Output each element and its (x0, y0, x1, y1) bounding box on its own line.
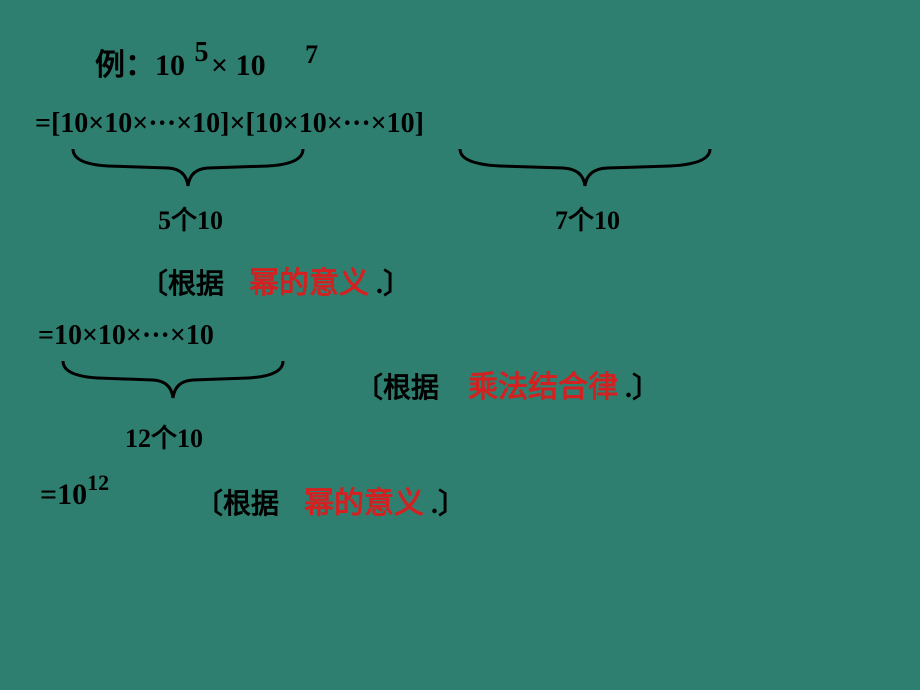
expansion-line: =[10×10×···×10]×[10×10×···×10] (35, 108, 424, 140)
reason-3: 〔根据 幂的意义 .〕 (195, 478, 466, 522)
reason-1-highlight: 幂的意义 (249, 267, 369, 300)
brace-1 (68, 144, 308, 194)
brace-2-label: 7个10 (555, 200, 620, 237)
brace-1-text: 5个10 (158, 206, 223, 235)
reason-3-suffix: .〕 (431, 489, 466, 520)
brace-2-svg (455, 144, 715, 194)
exponent-1: 5 (195, 37, 209, 68)
combined-text: =10×10×···×10 (38, 320, 214, 351)
reason-3-prefix: 〔根据 (195, 489, 279, 520)
brace-1-svg (68, 144, 308, 194)
result-exp: 12 (87, 470, 109, 495)
slide-content: 例：10 5 × 10 7 =[10×10×···×10]×[10×10×···… (0, 0, 920, 690)
brace-1-label: 5个10 (158, 200, 223, 237)
brace-2-text: 7个10 (555, 206, 620, 235)
reason-2-prefix: 〔根据 (355, 373, 439, 404)
reason-2-suffix: .〕 (625, 373, 660, 404)
reason-1: 〔根据 幂的意义 .〕 (140, 258, 411, 302)
expansion-text: =[10×10×···×10]×[10×10×···×10] (35, 108, 424, 139)
brace-3-text: 12个10 (125, 424, 203, 453)
reason-2-highlight: 乘法结合律 (468, 371, 618, 404)
exponent-2: 7 (305, 40, 318, 69)
reason-1-prefix: 〔根据 (140, 269, 224, 300)
brace-3 (58, 356, 288, 406)
example-prefix: 例：10 (95, 49, 185, 82)
reason-1-suffix: .〕 (376, 269, 411, 300)
brace-3-label: 12个10 (125, 418, 203, 455)
brace-3-svg (58, 356, 288, 406)
reason-3-highlight: 幂的意义 (304, 487, 424, 520)
times-text: × 10 (211, 49, 266, 82)
result-base: =10 (40, 478, 87, 511)
result-line: =1012 (40, 478, 109, 512)
brace-2 (455, 144, 715, 194)
example-header: 例：10 5 × 10 7 (95, 40, 286, 84)
reason-2: 〔根据 乘法结合律 .〕 (355, 362, 660, 406)
combined-line: =10×10×···×10 (38, 320, 214, 352)
